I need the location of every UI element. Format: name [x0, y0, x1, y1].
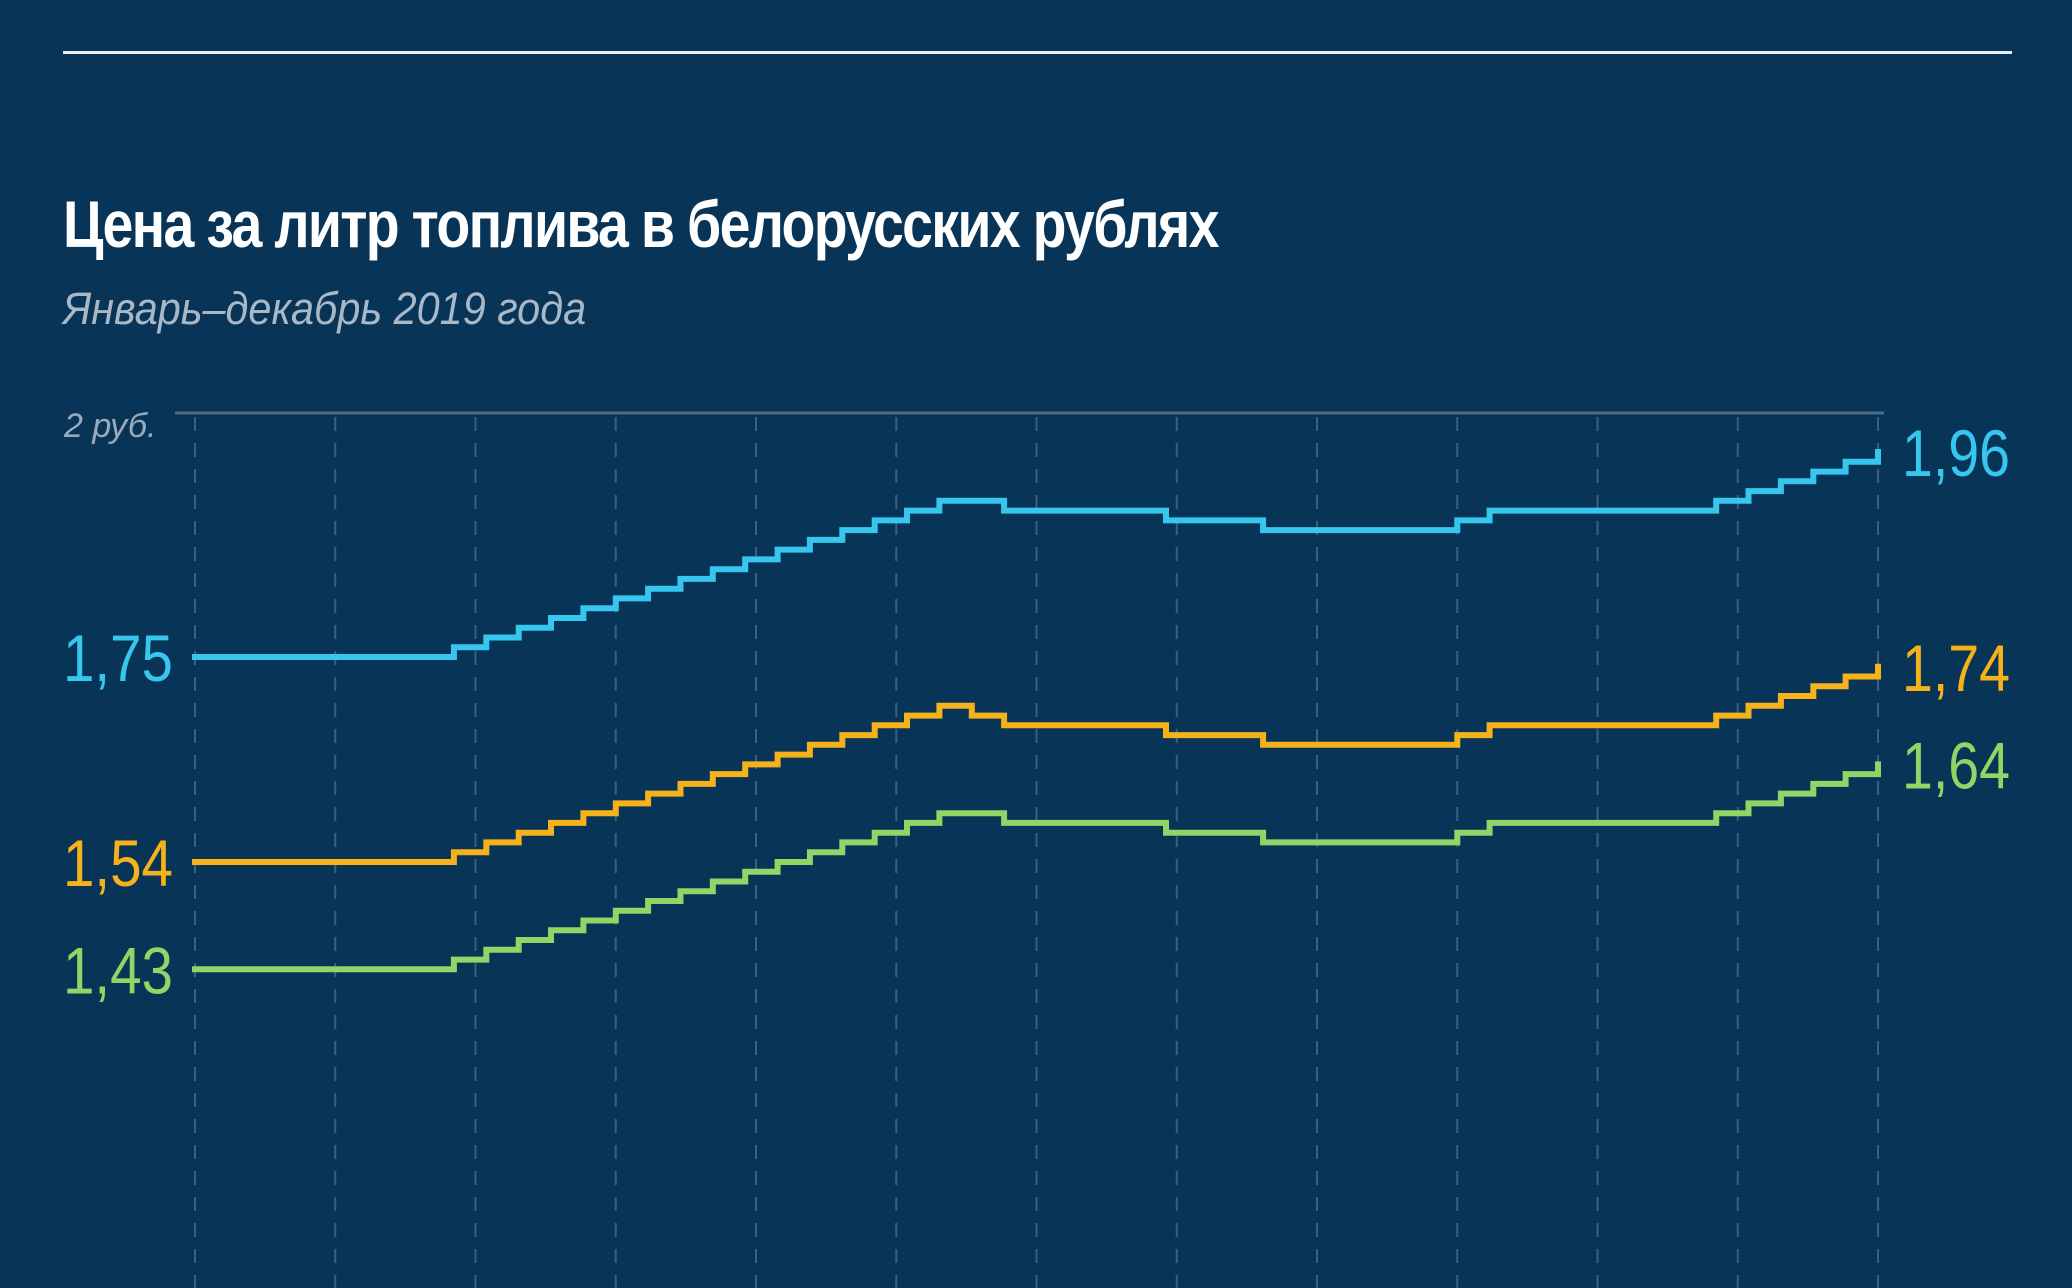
top-rule [63, 51, 2012, 54]
series-end-label-1: 1,96 [1902, 416, 2010, 490]
series-start-label-1: 1,75 [63, 621, 173, 695]
chart-grid: 2 руб. [63, 407, 1884, 1288]
chart-series [192, 449, 1881, 973]
chart-labels: 1,75 1,96 1,54 1,74 1,43 1,64 [63, 416, 2010, 1007]
series-start-label-3: 1,43 [63, 933, 173, 1007]
y-max-label: 2 руб. [63, 407, 156, 445]
series-start-label-2: 1,54 [63, 826, 173, 900]
series-line-3 [192, 761, 1881, 973]
chart-subtitle: Январь–декабрь 2019 года [63, 283, 587, 334]
series-line-1 [192, 449, 1881, 660]
series-end-label-2: 1,74 [1902, 631, 2010, 705]
series-end-label-3: 1,64 [1902, 728, 2010, 802]
series-line-2 [192, 663, 1881, 865]
chart-title: Цена за литр топлива в белорусских рубля… [63, 187, 1219, 261]
